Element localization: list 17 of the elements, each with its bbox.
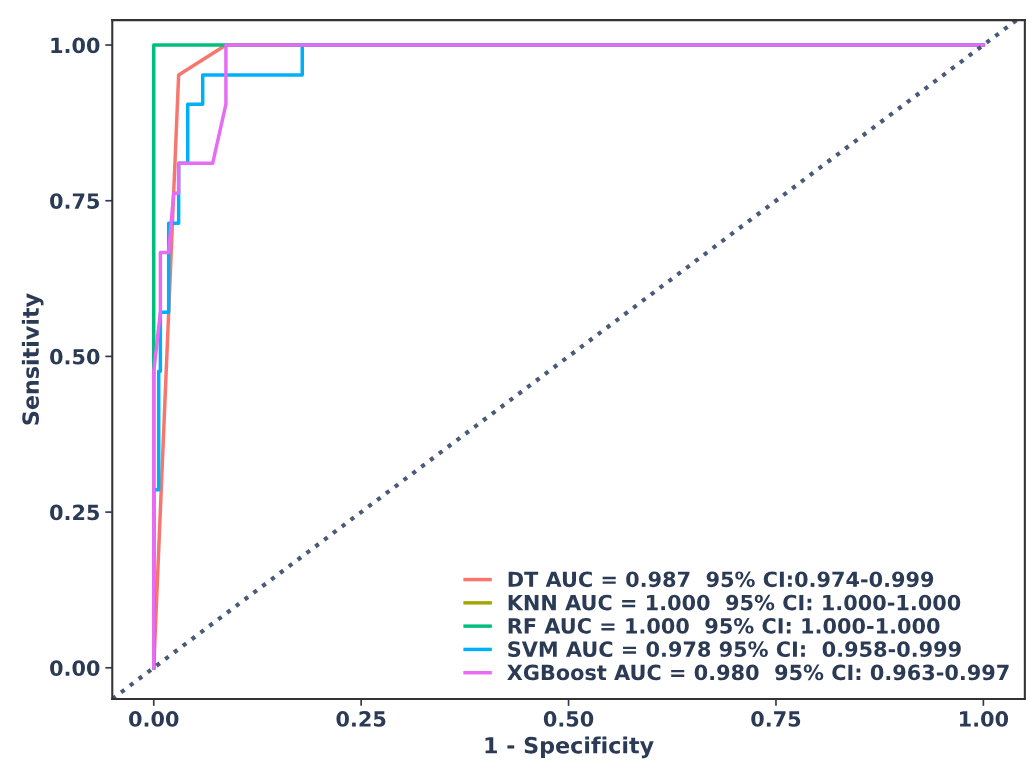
legend-label: RF AUC = 1.000 95% CI: 1.000-1.000 <box>508 617 940 634</box>
x-axis-title: 1 - Specificity <box>485 736 654 759</box>
y-tick-label: 0.50 <box>50 348 100 365</box>
x-tick-label: 0.00 <box>129 711 179 727</box>
y-axis-title: Sensitivity <box>21 293 44 425</box>
x-tick-label: 0.50 <box>543 711 594 727</box>
y-tick-label: 0.00 <box>50 660 100 676</box>
legend-label: DT AUC = 0.987 95% CI:0.974-0.999 <box>508 571 934 588</box>
y-tick-label: 0.25 <box>50 504 100 521</box>
x-tick-label: 1.00 <box>960 711 1009 727</box>
y-tick-label: 0.75 <box>50 193 100 209</box>
y-tick-label: 1.00 <box>51 37 100 54</box>
x-tick-label: 0.75 <box>751 711 801 727</box>
legend-label: KNN AUC = 1.000 95% CI: 1.000-1.000 <box>508 594 961 611</box>
x-tick-label: 0.25 <box>336 711 386 727</box>
legend-label: XGBoost AUC = 0.980 95% CI: 0.963-0.997 <box>507 664 1009 681</box>
legend-label: SVM AUC = 0.978 95% CI: 0.958-0.999 <box>508 641 961 658</box>
